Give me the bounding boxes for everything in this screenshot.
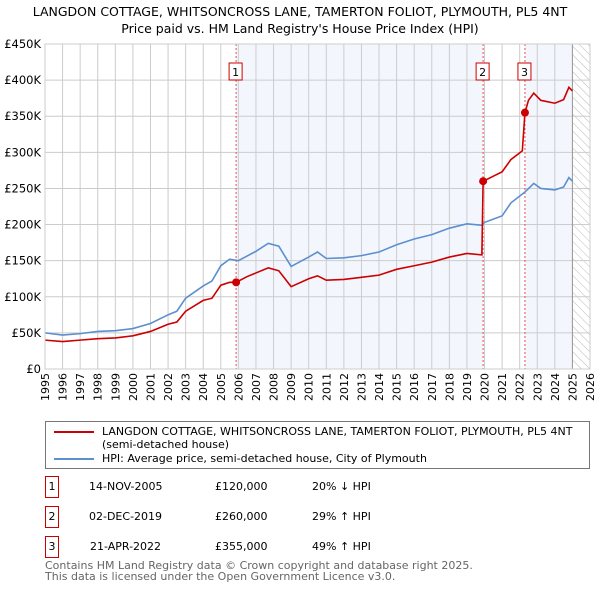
x-tick-label: 2022 xyxy=(514,373,527,401)
x-tick-label: 2025 xyxy=(566,373,579,401)
legend-label-property: LANGDON COTTAGE, WHITSONCROSS LANE, TAME… xyxy=(102,425,573,451)
y-tick-label: £100K xyxy=(4,290,41,304)
series-line xyxy=(44,85,573,343)
sale-hpi-diff: 20% ↓ HPI xyxy=(312,480,371,493)
sale-hpi-diff: 49% ↑ HPI xyxy=(312,540,371,553)
x-tick-label: 2010 xyxy=(303,373,316,401)
table-row: 2 02-DEC-2019 £260,000 29% ↑ HPI xyxy=(45,506,445,528)
x-tick-label: 1996 xyxy=(57,373,70,401)
y-tick-label: £450K xyxy=(4,37,41,51)
sale-price: £355,000 xyxy=(215,540,268,553)
table-row: 1 14-NOV-2005 £120,000 20% ↓ HPI xyxy=(45,476,445,498)
legend-item-property: LANGDON COTTAGE, WHITSONCROSS LANE, TAME… xyxy=(46,425,585,451)
sale-price: £120,000 xyxy=(215,480,268,493)
x-tick-label: 2021 xyxy=(496,373,509,401)
x-tick-label: 2012 xyxy=(338,373,351,401)
x-tick-label: 2013 xyxy=(355,373,368,401)
x-tick-label: 2007 xyxy=(250,373,263,401)
sale-label-box xyxy=(228,62,243,81)
x-tick-label: 1999 xyxy=(109,373,122,401)
sale-point xyxy=(479,177,488,186)
y-tick-label: £50K xyxy=(12,326,42,340)
sale-point xyxy=(520,108,529,117)
legend-item-hpi: HPI: Average price, semi-detached house,… xyxy=(46,452,585,465)
owned-period-shade xyxy=(236,44,484,369)
footer-licence: This data is licensed under the Open Gov… xyxy=(45,570,396,583)
x-tick-label: 2026 xyxy=(584,373,597,401)
y-tick-label: £0 xyxy=(26,362,41,376)
plot-frame xyxy=(44,43,591,370)
sale-date: 02-DEC-2019 xyxy=(89,510,163,523)
series-line xyxy=(44,176,573,336)
sale-date: 14-NOV-2005 xyxy=(89,480,163,493)
y-tick-label: £200K xyxy=(4,218,41,232)
sale-date: 21-APR-2022 xyxy=(90,540,162,553)
x-tick-label: 2024 xyxy=(549,373,562,401)
sale-label-box xyxy=(475,62,490,81)
x-tick-label: 2000 xyxy=(127,373,140,401)
sale-label: 3 xyxy=(521,66,528,79)
y-tick-label: £150K xyxy=(4,254,41,268)
x-tick-label: 2017 xyxy=(426,373,439,401)
x-tick-label: 2003 xyxy=(180,373,193,401)
y-tick-label: £400K xyxy=(4,73,41,87)
legend: LANGDON COTTAGE, WHITSONCROSS LANE, TAME… xyxy=(45,421,590,469)
x-tick-label: 2020 xyxy=(479,373,492,401)
x-tick-label: 2018 xyxy=(443,373,456,401)
x-tick-label: 1997 xyxy=(74,373,87,401)
forecast-hatch xyxy=(572,44,590,369)
x-tick-label: 2014 xyxy=(373,373,386,401)
sale-marker-badge: 3 xyxy=(45,536,59,558)
y-tick-label: £300K xyxy=(4,145,41,159)
chart-subtitle: Price paid vs. HM Land Registry's House … xyxy=(121,21,479,36)
footer: Contains HM Land Registry data © Crown c… xyxy=(45,560,473,582)
y-tick-label: £250K xyxy=(4,181,41,195)
x-tick-label: 2001 xyxy=(144,373,157,401)
x-tick-label: 2023 xyxy=(531,373,544,401)
x-tick-label: 2015 xyxy=(391,373,404,401)
sale-point xyxy=(232,278,241,287)
sale-label: 1 xyxy=(232,66,239,79)
x-tick-label: 2009 xyxy=(285,373,298,401)
x-tick-label: 2004 xyxy=(197,373,210,401)
x-tick-label: 2019 xyxy=(461,373,474,401)
sale-label: 2 xyxy=(479,66,486,79)
y-tick-label: £350K xyxy=(4,109,41,123)
x-tick-label: 1995 xyxy=(39,373,52,401)
sale-marker-badge: 2 xyxy=(45,506,59,528)
sale-hpi-diff: 29% ↑ HPI xyxy=(312,510,371,523)
x-tick-label: 2016 xyxy=(408,373,421,401)
owned-period-shade xyxy=(524,44,573,369)
table-row: 3 21-APR-2022 £355,000 49% ↑ HPI xyxy=(45,536,445,558)
sale-label-box xyxy=(517,62,532,81)
footer-copyright: Contains HM Land Registry data © Crown c… xyxy=(45,559,473,572)
x-tick-label: 2008 xyxy=(268,373,281,401)
chart-title: LANGDON COTTAGE, WHITSONCROSS LANE, TAME… xyxy=(32,4,568,19)
x-tick-label: 2002 xyxy=(162,373,175,401)
x-tick-label: 2005 xyxy=(215,373,228,401)
x-tick-label: 2006 xyxy=(232,373,245,401)
x-tick-label: 1998 xyxy=(92,373,105,401)
sale-price: £260,000 xyxy=(215,510,268,523)
price-chart: 1995 1996 1997 1998 1999 2000 2001 2002 2003 2004… xyxy=(4,37,597,401)
sale-marker-badge: 1 xyxy=(45,476,59,498)
x-tick-label: 2011 xyxy=(320,373,333,401)
legend-label-hpi: HPI: Average price, semi-detached house,… xyxy=(102,452,427,465)
